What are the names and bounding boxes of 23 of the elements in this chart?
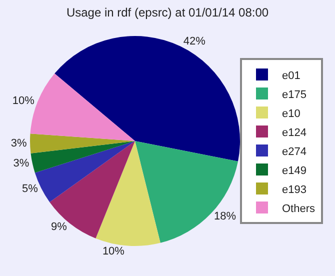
data-label: 10% <box>12 94 35 107</box>
data-label: 3% <box>10 138 28 150</box>
legend-label: e149 <box>282 164 306 177</box>
data-label: 42% <box>183 35 206 48</box>
data-label: 9% <box>50 221 68 234</box>
pie-slice <box>50 141 135 238</box>
legend-label: e124 <box>282 126 306 139</box>
pie-slice <box>96 141 160 246</box>
legend-label: e193 <box>282 184 306 196</box>
pie-slice <box>54 36 240 162</box>
legend-label: e274 <box>282 146 306 158</box>
legend-label: Others <box>282 202 316 215</box>
pie-slice <box>30 141 135 173</box>
pie-slice <box>135 141 238 243</box>
pie-slice <box>30 134 135 154</box>
legend-label: e01 <box>282 70 300 82</box>
legend-label: e175 <box>282 88 306 101</box>
legend-label: e10 <box>282 108 300 120</box>
data-label: 5% <box>22 183 38 196</box>
data-label: 3% <box>13 157 30 170</box>
data-label: 18% <box>214 210 236 222</box>
chart-title: Usage in rdf (epsrc) at 01/01/14 08:00 <box>66 6 269 20</box>
data-label: 10% <box>102 246 125 258</box>
